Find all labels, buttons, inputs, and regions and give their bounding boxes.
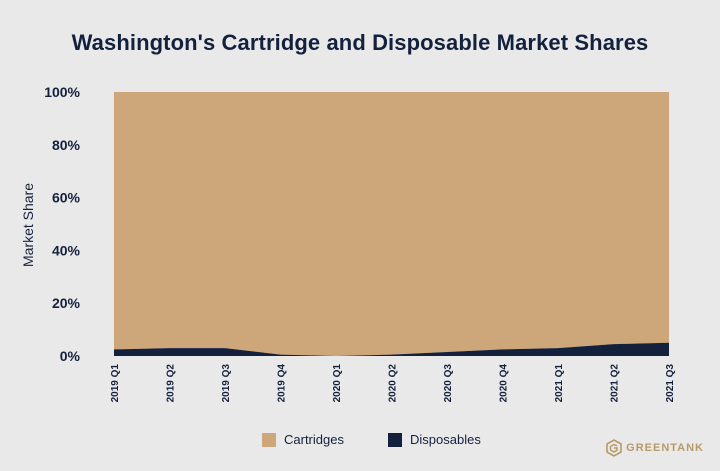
legend-swatch-cartridges [262,432,276,447]
legend-item-disposables: Disposables [388,432,481,447]
x-tick-label: 2019 Q3 [221,364,232,403]
y-tick-label: 60% [52,190,81,206]
brand-mark-icon [606,439,622,457]
y-tick-label: 80% [52,137,81,153]
x-tick-label: 2019 Q2 [166,364,177,403]
x-tick-label: 2021 Q2 [610,364,621,403]
chart-title: Washington's Cartridge and Disposable Ma… [71,30,649,55]
legend-item-cartridges: Cartridges [262,432,344,447]
x-tick-label: 2019 Q1 [110,364,121,403]
y-tick-label: 0% [60,348,81,364]
x-tick-label: 2020 Q4 [499,364,510,403]
series-area-cartridges [114,92,669,356]
brand-logo: GREENTANK [606,439,704,457]
legend-label-disposables: Disposables [410,432,481,447]
y-tick-label: 100% [44,84,80,100]
x-tick-label: 2020 Q3 [443,364,454,403]
brand-name: GREENTANK [626,442,704,454]
x-tick-label: 2021 Q1 [554,364,565,403]
y-tick-label: 40% [52,242,81,258]
legend-label-cartridges: Cartridges [284,432,344,447]
x-tick-label: 2021 Q3 [665,364,676,403]
x-tick-label: 2020 Q1 [332,364,343,403]
legend: Cartridges Disposables [0,432,720,456]
y-tick-label: 20% [52,295,81,311]
x-tick-label: 2019 Q4 [277,364,288,403]
series-area-disposables [114,342,669,356]
legend-swatch-disposables [388,432,402,447]
x-tick-label: 2020 Q2 [388,364,399,403]
